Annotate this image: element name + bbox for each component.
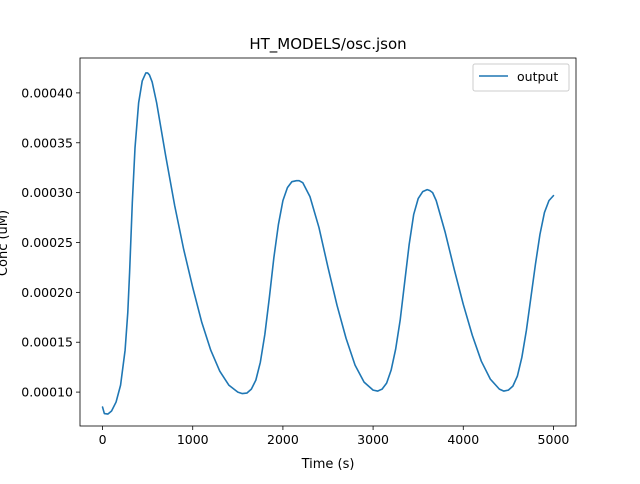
x-tick-label: 4000 <box>447 432 479 447</box>
legend-box <box>472 63 570 92</box>
y-tick-label: 0.00010 <box>21 385 73 400</box>
y-tick-label: 0.00015 <box>21 335 73 350</box>
chart-title: HT_MODELS/osc.json <box>249 35 406 54</box>
x-tick-label: 5000 <box>538 432 570 447</box>
x-tick-label: 0 <box>99 432 107 447</box>
y-tick-label: 0.00025 <box>21 235 73 250</box>
y-tick-label: 0.00030 <box>21 185 73 200</box>
x-tick-label: 2000 <box>267 432 299 447</box>
axes-frame <box>79 57 577 427</box>
x-axis-label: Time (s) <box>301 457 355 472</box>
legend: output <box>472 63 570 92</box>
legend-label-output: output <box>517 69 558 84</box>
plot-area <box>79 57 577 427</box>
x-tick-label: 1000 <box>177 432 209 447</box>
series-line-output <box>101 72 555 415</box>
y-axis-label: Conc (uM) <box>0 210 11 276</box>
x-tick-label: 3000 <box>357 432 389 447</box>
y-tick-label: 0.00020 <box>21 285 73 300</box>
y-tick-label: 0.00035 <box>21 135 73 150</box>
x-axis: 0 1000 2000 3000 4000 5000 <box>99 426 570 447</box>
y-tick-label: 0.00040 <box>21 85 73 100</box>
y-axis: 0.00010 0.00015 0.00020 0.00025 0.00030 0.000… <box>21 85 80 400</box>
